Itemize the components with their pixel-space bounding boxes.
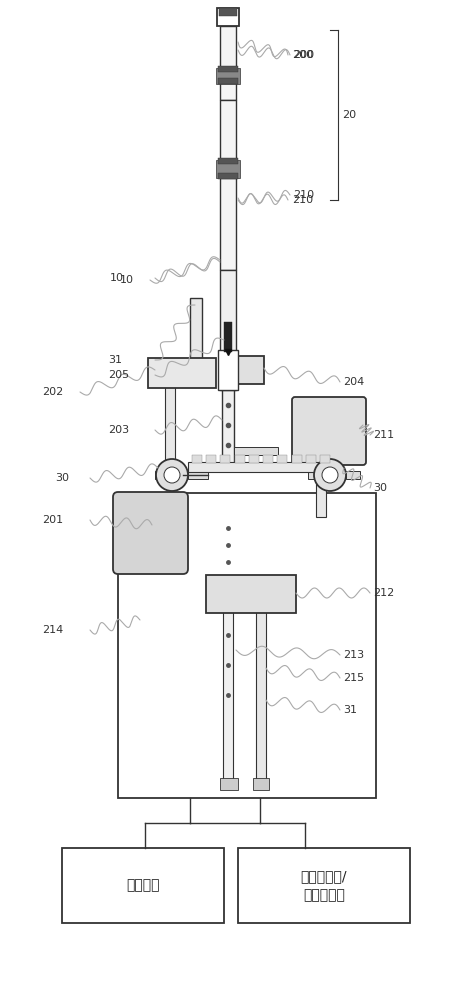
FancyBboxPatch shape (221, 455, 230, 463)
FancyBboxPatch shape (216, 68, 240, 84)
Circle shape (314, 459, 346, 491)
Text: 31: 31 (343, 705, 357, 715)
FancyBboxPatch shape (224, 322, 232, 352)
FancyBboxPatch shape (220, 778, 238, 790)
FancyBboxPatch shape (148, 358, 216, 388)
Text: 215: 215 (343, 673, 364, 683)
FancyBboxPatch shape (256, 580, 266, 780)
FancyBboxPatch shape (219, 8, 237, 16)
Text: 30: 30 (55, 473, 69, 483)
Text: 203: 203 (108, 425, 129, 435)
Text: 20: 20 (342, 110, 356, 120)
Text: 200: 200 (292, 50, 313, 60)
FancyBboxPatch shape (218, 66, 238, 72)
FancyBboxPatch shape (235, 455, 244, 463)
FancyBboxPatch shape (277, 455, 287, 463)
FancyBboxPatch shape (292, 397, 366, 465)
FancyBboxPatch shape (316, 462, 326, 517)
FancyBboxPatch shape (62, 848, 224, 923)
Text: 电控模块: 电控模块 (126, 879, 160, 892)
FancyBboxPatch shape (222, 390, 234, 465)
FancyBboxPatch shape (216, 160, 240, 178)
Text: 31: 31 (108, 355, 122, 365)
FancyBboxPatch shape (206, 575, 296, 613)
FancyBboxPatch shape (218, 350, 238, 390)
FancyBboxPatch shape (234, 447, 278, 455)
Text: 210: 210 (292, 195, 313, 205)
Text: 30: 30 (373, 483, 387, 493)
FancyBboxPatch shape (220, 26, 236, 100)
FancyBboxPatch shape (192, 455, 202, 463)
Text: 202: 202 (42, 387, 63, 397)
FancyBboxPatch shape (253, 778, 269, 790)
FancyBboxPatch shape (308, 471, 330, 479)
FancyBboxPatch shape (190, 298, 202, 376)
Text: 10: 10 (120, 275, 134, 285)
Text: 10: 10 (110, 273, 124, 283)
FancyBboxPatch shape (218, 173, 238, 179)
FancyBboxPatch shape (306, 455, 316, 463)
FancyBboxPatch shape (188, 462, 330, 472)
FancyBboxPatch shape (263, 455, 273, 463)
Circle shape (164, 467, 180, 483)
Text: 201: 201 (42, 515, 63, 525)
FancyBboxPatch shape (165, 380, 175, 476)
FancyBboxPatch shape (220, 100, 236, 168)
FancyBboxPatch shape (218, 158, 238, 164)
Circle shape (156, 459, 188, 491)
FancyBboxPatch shape (113, 492, 188, 574)
Text: 205: 205 (108, 370, 129, 380)
Text: 214: 214 (42, 625, 63, 635)
FancyBboxPatch shape (206, 455, 216, 463)
Text: 200: 200 (293, 50, 314, 60)
FancyBboxPatch shape (223, 612, 233, 782)
FancyBboxPatch shape (249, 455, 259, 463)
Circle shape (322, 467, 338, 483)
Text: 213: 213 (343, 650, 364, 660)
FancyBboxPatch shape (236, 356, 264, 384)
FancyBboxPatch shape (291, 455, 302, 463)
Text: 204: 204 (343, 377, 364, 387)
Text: 211: 211 (373, 430, 394, 440)
FancyBboxPatch shape (220, 270, 236, 390)
FancyBboxPatch shape (155, 471, 172, 479)
Text: 210: 210 (293, 190, 314, 200)
Text: 212: 212 (373, 588, 394, 598)
FancyBboxPatch shape (346, 471, 360, 479)
FancyBboxPatch shape (188, 471, 208, 479)
FancyBboxPatch shape (320, 455, 330, 463)
Text: 显示模块和/
或声音模块: 显示模块和/ 或声音模块 (301, 869, 347, 902)
FancyBboxPatch shape (218, 78, 238, 84)
FancyBboxPatch shape (238, 848, 410, 923)
FancyBboxPatch shape (217, 8, 239, 26)
FancyBboxPatch shape (220, 178, 236, 270)
